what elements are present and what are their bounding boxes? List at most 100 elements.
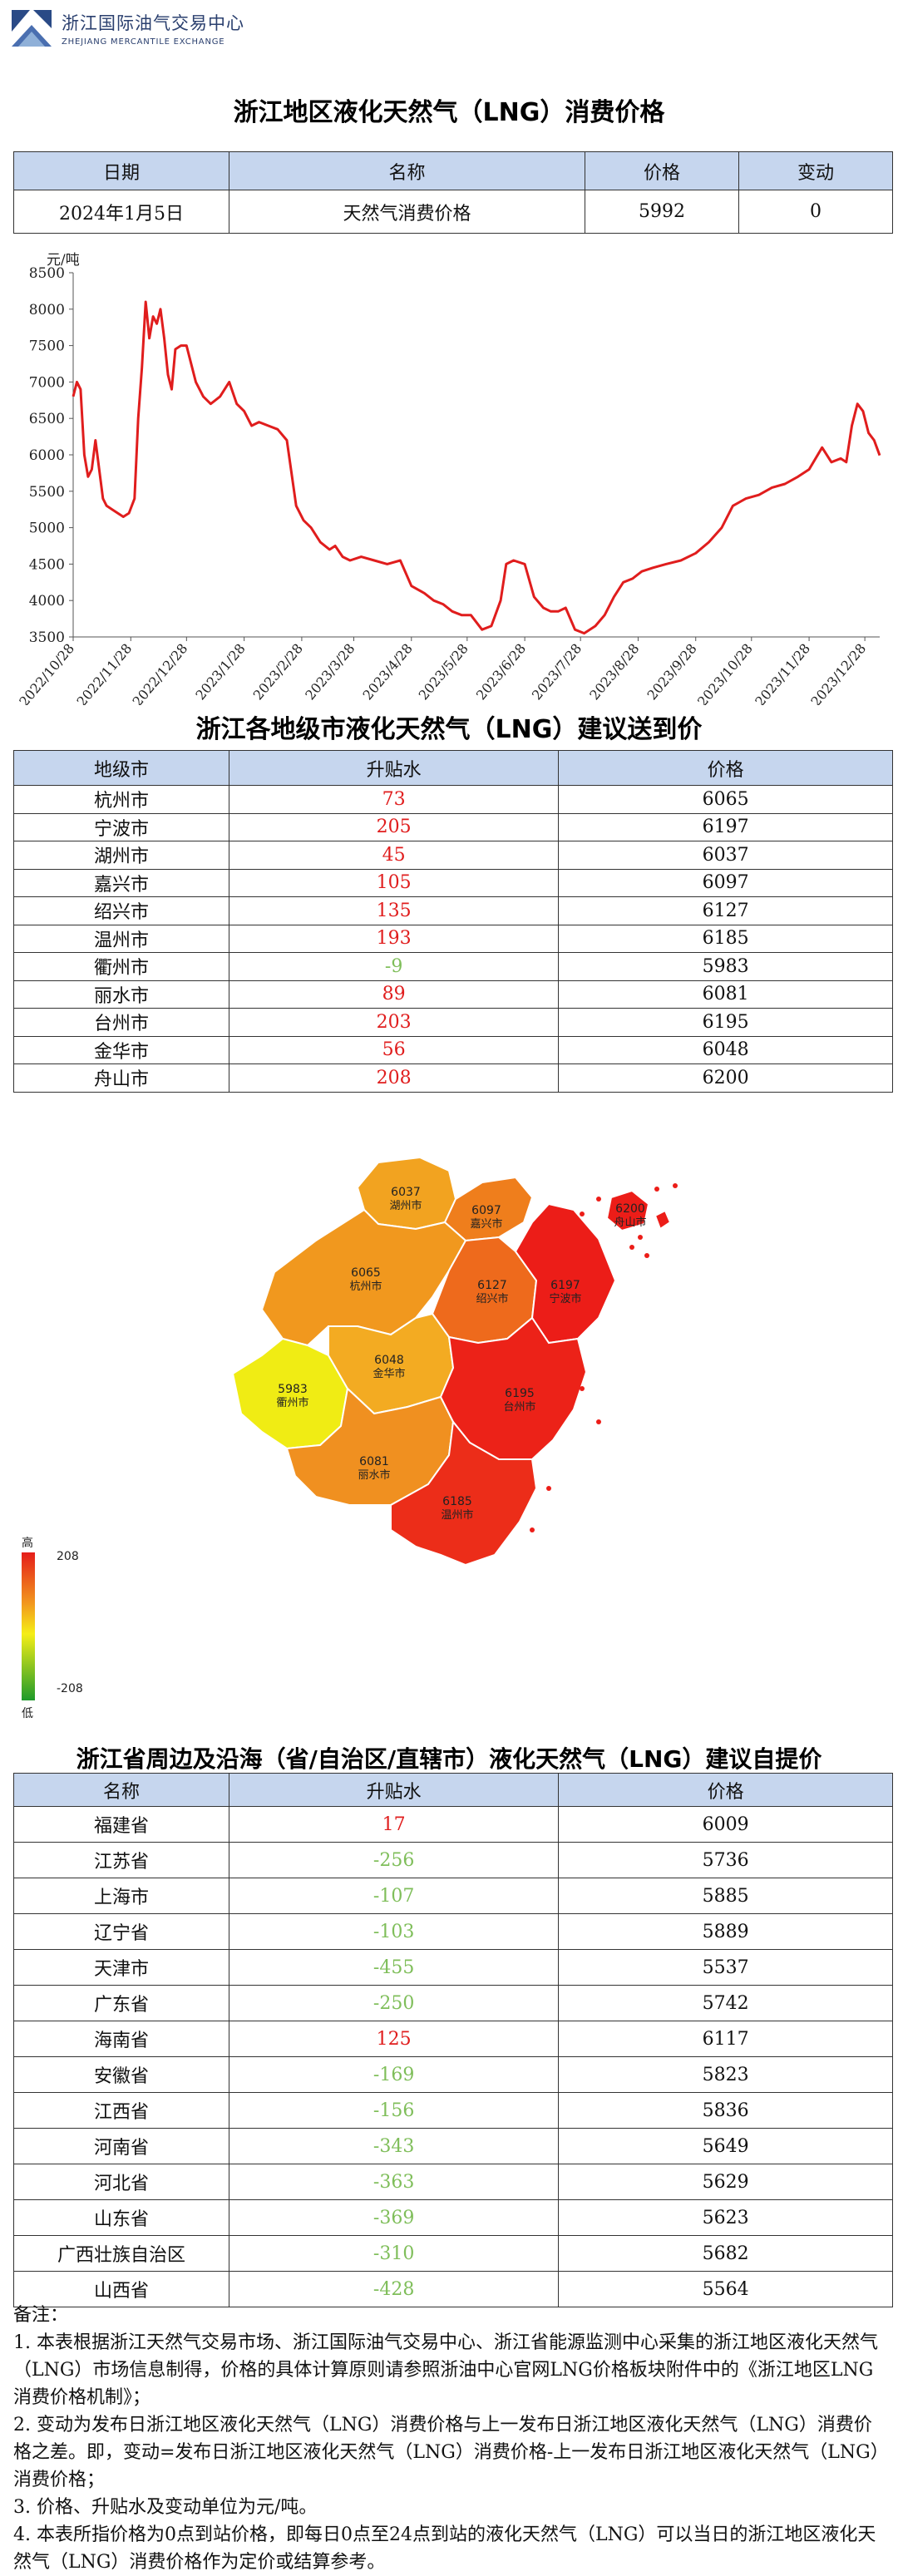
table-row: 金华市 56 6048: [13, 1035, 893, 1064]
map-region: [390, 1419, 538, 1567]
section2-title: 浙江各地级市液化天然气（LNG）建议送到价: [195, 715, 703, 744]
x-tick-label: 2023/3/28: [302, 640, 358, 703]
y-tick-label: 3500: [29, 629, 65, 646]
col-price: 价格: [585, 151, 739, 190]
row-name: 台州市: [13, 1008, 229, 1037]
table-row: 杭州市 73 6065: [13, 785, 893, 814]
row-price: 6195: [558, 1008, 893, 1037]
row-name: 山东省: [13, 2199, 229, 2236]
col-name: 名称: [228, 151, 586, 190]
x-tick-label: 2023/7/28: [529, 640, 585, 703]
logo-icon: [10, 7, 53, 50]
notes: 备注： 1. 本表根据浙江天然气交易市场、浙江国际油气交易中心、浙江省能源监测中…: [13, 2302, 886, 2576]
row-price: 5629: [558, 2164, 893, 2200]
map-island: [644, 1253, 649, 1258]
map-region-price: 6195: [505, 1387, 535, 1400]
row-premium: -310: [228, 2235, 560, 2272]
row-premium: 125: [228, 2021, 560, 2057]
row-price: 5537: [558, 1949, 893, 1986]
table-row: 丽水市 89 6081: [13, 980, 893, 1009]
table-row: 福建省 17 6009: [13, 1806, 893, 1843]
y-tick-label: 4500: [29, 556, 65, 573]
col-premium: 升贴水: [228, 1773, 560, 1807]
org-logo: 浙江国际油气交易中心 ZHEJIANG MERCANTILE EXCHANGE: [10, 7, 244, 50]
col-date: 日期: [13, 151, 229, 190]
note-1: 1. 本表根据浙江天然气交易市场、浙江国际油气交易中心、浙江省能源监测中心采集的…: [13, 2332, 878, 2408]
row-name: 安徽省: [13, 2056, 229, 2093]
row-price: 6127: [558, 896, 893, 925]
map-region-name: 温州市: [441, 1508, 473, 1522]
table-row: 海南省 125 6117: [13, 2021, 893, 2057]
note-3: 3. 价格、升贴水及变动单位为元/吨。: [13, 2497, 318, 2518]
row-premium: 203: [228, 1008, 560, 1037]
row-name: 海南省: [13, 2021, 229, 2057]
y-tick-label: 8500: [29, 265, 65, 282]
row-premium: -363: [228, 2164, 560, 2200]
section1-title: 浙江地区液化天然气（LNG）消费价格: [233, 98, 665, 127]
table-row: 湖州市 45 6037: [13, 841, 893, 870]
y-tick-label: 6000: [29, 447, 65, 464]
row-price: 6065: [558, 785, 893, 814]
row-premium: 73: [228, 785, 560, 814]
map-legend-bar: [22, 1552, 35, 1700]
x-tick-label: 2023/5/28: [416, 640, 471, 703]
row-name: 广东省: [13, 1985, 229, 2021]
row-price: 6009: [558, 1806, 893, 1843]
row-price: 6048: [558, 1035, 893, 1064]
map-region: [514, 1202, 617, 1345]
table-row: 2024年1月5日 天然气消费价格 5992 0: [13, 190, 893, 234]
map-region-name: 衢州市: [276, 1396, 308, 1409]
map-region: [605, 1189, 672, 1232]
col-premium: 升贴水: [228, 750, 560, 786]
y-tick-label: 5500: [29, 484, 65, 501]
map-region-price: 6065: [351, 1266, 381, 1280]
map-region-price: 6037: [391, 1186, 421, 1199]
row-price: 5623: [558, 2199, 893, 2236]
row-premium: -343: [228, 2128, 560, 2164]
row-premium: 56: [228, 1035, 560, 1064]
x-tick-label: 2023/12/28: [807, 640, 869, 705]
row-price: 6097: [558, 868, 893, 897]
table-row: 广西壮族自治区 -310 5682: [13, 2235, 893, 2272]
row-price: 5836: [558, 2092, 893, 2129]
table-row: 江苏省 -256 5736: [13, 1842, 893, 1878]
row-price: 5736: [558, 1842, 893, 1878]
city-price-table: 地级市 升贴水 价格 杭州市 73 6065 宁波市 205 6197 湖州市 45 6037 嘉…: [13, 750, 893, 1093]
row-date: 2024年1月5日: [13, 190, 229, 234]
table-row: 山西省 -428 5564: [13, 2271, 893, 2307]
map-region-price: 6048: [374, 1354, 404, 1367]
x-tick-label: 2023/8/28: [586, 640, 642, 703]
row-premium: -369: [228, 2199, 560, 2236]
map-region-price: 6127: [477, 1279, 507, 1292]
map-region-name: 舟山市: [614, 1216, 646, 1229]
table-row: 辽宁省 -103 5889: [13, 1913, 893, 1950]
map-island: [596, 1419, 601, 1424]
section3-title: 浙江省周边及沿海（省/自治区/直辖市）液化天然气（LNG）建议自提价: [76, 1745, 822, 1773]
row-premium: 193: [228, 924, 560, 953]
map-region-name: 丽水市: [358, 1468, 390, 1482]
map-island: [673, 1183, 678, 1188]
org-name-en: ZHEJIANG MERCANTILE EXCHANGE: [62, 37, 225, 47]
y-tick-label: 8000: [29, 302, 65, 318]
map-region-price: 6200: [615, 1202, 645, 1216]
map-region-name: 金华市: [373, 1367, 405, 1380]
row-name: 嘉兴市: [13, 868, 229, 897]
row-name: 山西省: [13, 2271, 229, 2307]
row-name: 绍兴市: [13, 896, 229, 925]
table-row: 上海市 -107 5885: [13, 1878, 893, 1914]
row-premium: -256: [228, 1842, 560, 1878]
row-premium: -103: [228, 1913, 560, 1950]
table-row: 温州市 193 6185: [13, 924, 893, 953]
x-tick-label: 2023/9/28: [644, 640, 700, 703]
map-region-name: 绍兴市: [476, 1292, 508, 1305]
table-row: 河北省 -363 5629: [13, 2164, 893, 2200]
row-premium: -250: [228, 1985, 560, 2021]
map-region-price: 6097: [471, 1204, 501, 1217]
y-tick-label: 5000: [29, 521, 65, 537]
row-name: 杭州市: [13, 785, 229, 814]
row-price: 5742: [558, 1985, 893, 2021]
row-premium: 208: [228, 1063, 560, 1093]
col-price: 价格: [558, 750, 893, 786]
row-name: 宁波市: [13, 812, 229, 841]
row-premium: 17: [228, 1806, 560, 1843]
